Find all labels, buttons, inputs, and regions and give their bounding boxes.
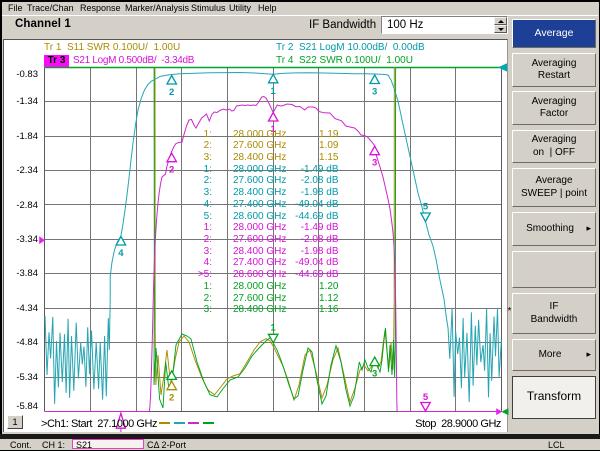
svg-text:3: 3 [372,158,377,169]
svg-text:2: 2 [169,165,174,176]
svg-text:1: 1 [271,323,277,334]
svg-text:2: 2 [169,393,174,404]
svg-text:3: 3 [372,369,377,380]
svg-text:4: 4 [118,248,124,259]
svg-text:1: 1 [271,124,277,135]
svg-text:3: 3 [372,87,377,98]
svg-text:1: 1 [271,86,277,97]
svg-text:5: 5 [423,392,429,403]
svg-text:5: 5 [423,202,429,213]
svg-text:2: 2 [169,87,174,98]
